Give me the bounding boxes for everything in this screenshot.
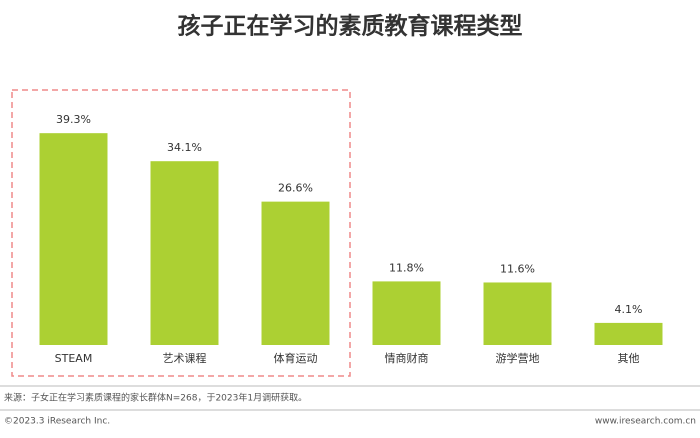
value-label: 26.6% xyxy=(278,182,313,195)
bar xyxy=(39,133,108,345)
value-label: 39.3% xyxy=(56,113,91,126)
value-label: 4.1% xyxy=(615,303,643,316)
chart-title: 孩子正在学习的素质教育课程类型 xyxy=(178,13,523,40)
value-label: 11.8% xyxy=(389,261,424,274)
website: www.iresearch.com.cn xyxy=(595,417,696,427)
bar xyxy=(150,161,219,345)
bar xyxy=(261,201,330,345)
copyright: ©2023.3 iResearch Inc. xyxy=(4,417,110,427)
bar xyxy=(372,281,441,345)
x-tick-label: 艺术课程 xyxy=(163,352,207,365)
bar xyxy=(483,282,552,345)
x-tick-label: 游学营地 xyxy=(496,351,540,365)
x-tick-label: STEAM xyxy=(55,352,93,365)
value-label: 11.6% xyxy=(500,262,535,275)
highlight-box xyxy=(11,89,351,377)
source-note: 来源：子女正在学习素质课程的家长群体N=268，于2023年1月调研获取。 xyxy=(4,392,307,404)
x-tick-label: 其他 xyxy=(618,352,640,365)
x-tick-label: 体育运动 xyxy=(274,351,318,365)
bar xyxy=(594,322,663,345)
x-tick-label: 情商财商 xyxy=(385,351,429,365)
value-label: 34.1% xyxy=(167,141,202,154)
